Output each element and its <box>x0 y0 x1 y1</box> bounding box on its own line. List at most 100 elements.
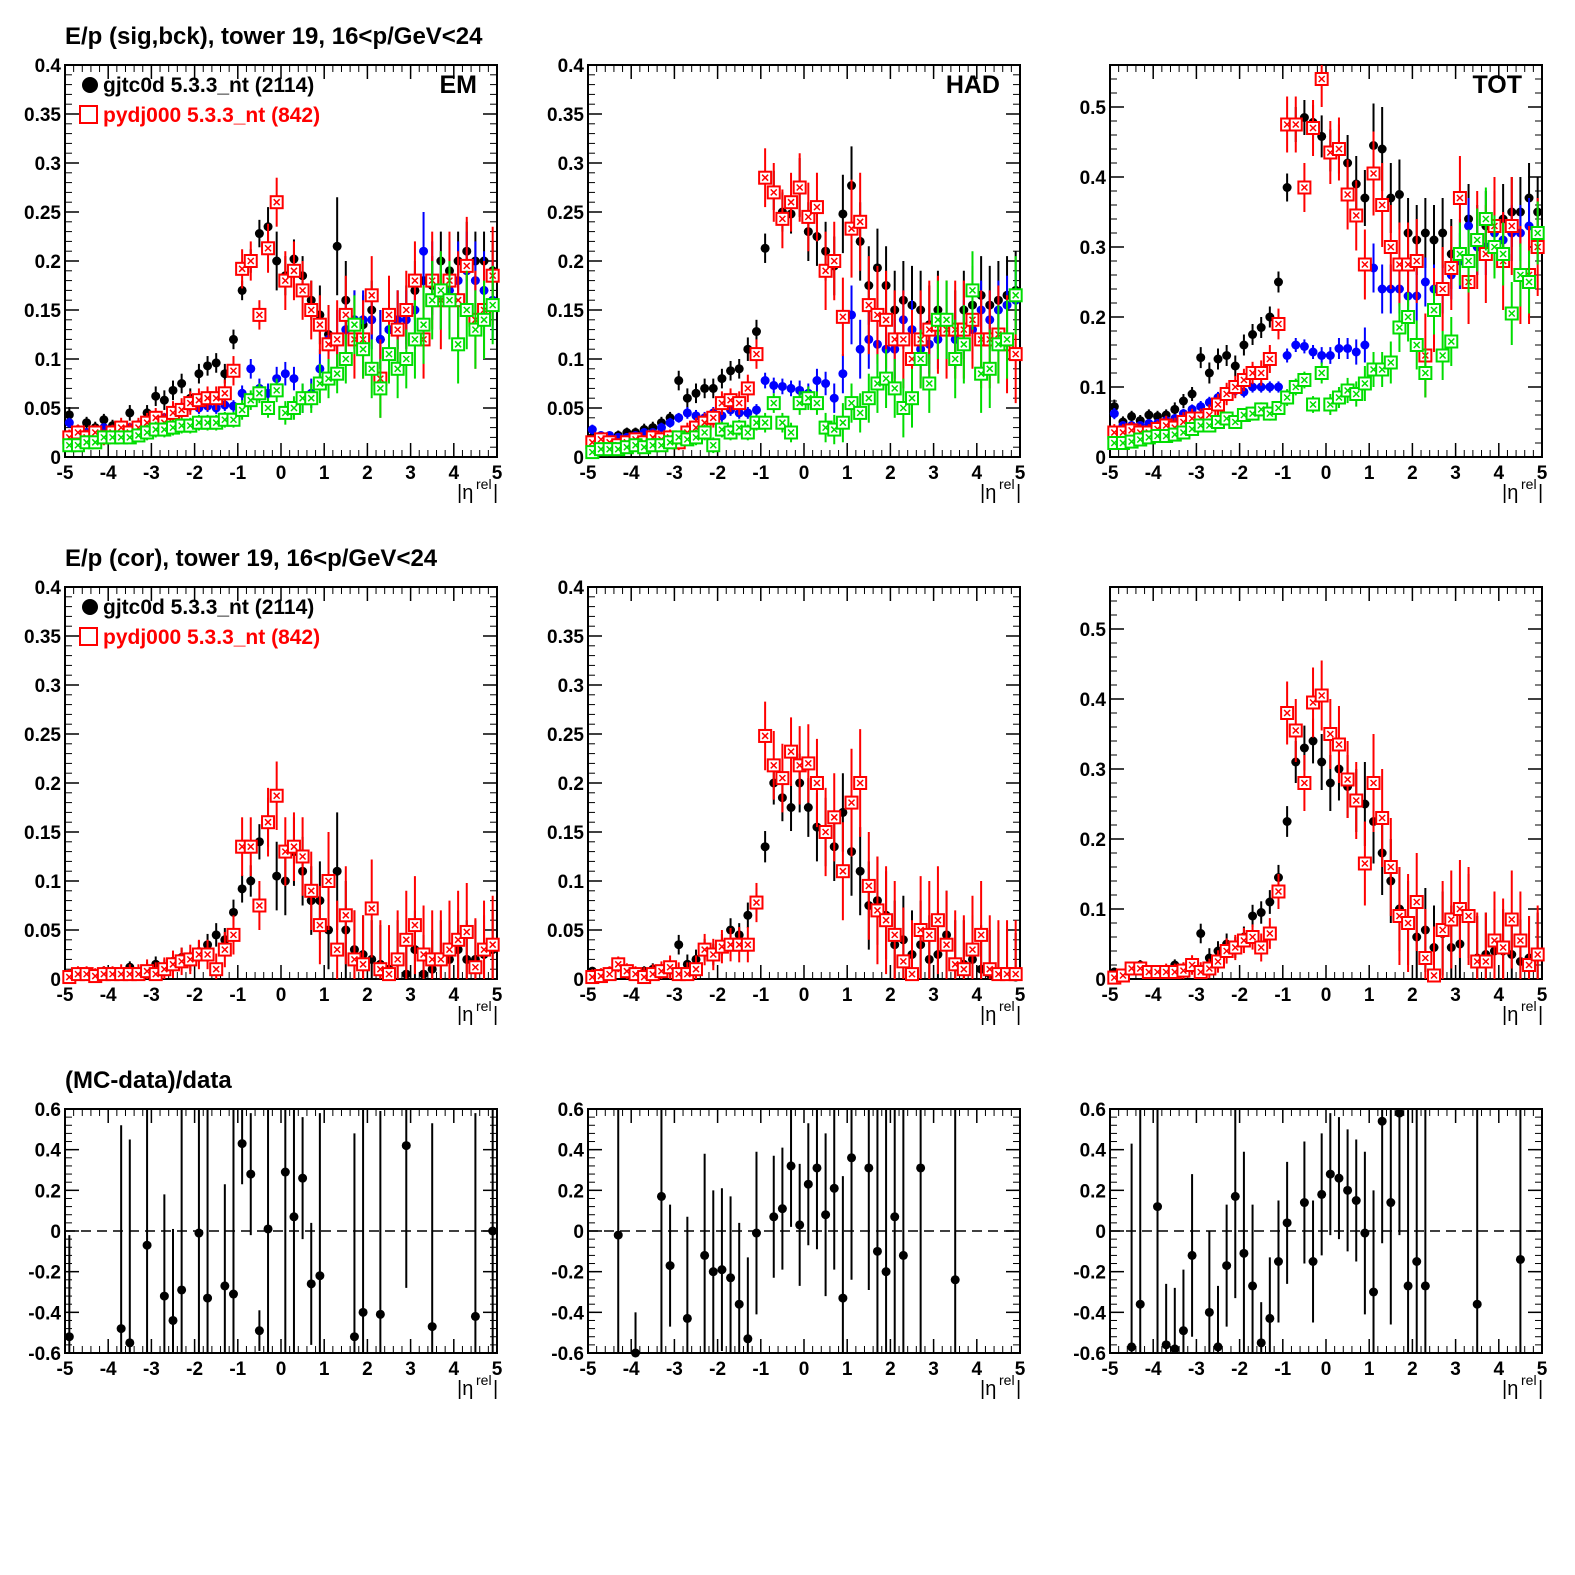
data-point-cross <box>1188 961 1196 969</box>
data-point-cross <box>264 818 272 826</box>
data-point <box>254 1326 264 1336</box>
chart-panel-sig-tot: -5 -4 -3 -2 -1 0 1 2 3 4 5 0 0.1 0.2 0.3 0.4 0.5 |η rel | TO… <box>1080 64 1548 504</box>
x-axis-label: |η <box>457 482 473 504</box>
data-point <box>228 907 238 917</box>
data-point-cross <box>489 301 497 309</box>
data-point-cross <box>1266 929 1274 938</box>
x-tick-label: 3 <box>928 985 939 1006</box>
data-point <box>1282 183 1292 192</box>
data-point-cross <box>350 321 358 329</box>
x-tick-label: -3 <box>1188 985 1205 1006</box>
data-point-cross <box>1378 814 1386 822</box>
y-tick-label: 0.05 <box>24 921 61 942</box>
data-point <box>1178 396 1188 406</box>
y-tick-label: 0 <box>50 448 61 469</box>
series-mc <box>585 701 1023 985</box>
y-tick-label: 0.1 <box>1080 378 1107 399</box>
x-tick-label: 2 <box>362 1359 373 1380</box>
data-point-cross <box>1499 943 1507 952</box>
y-tick-label: 0.4 <box>35 56 62 77</box>
data-point-cross <box>333 370 341 378</box>
data-point-cross <box>735 399 743 407</box>
data-point-cross <box>1482 957 1490 966</box>
data-point <box>674 376 684 386</box>
data-point <box>194 1228 204 1238</box>
data-point-cross <box>770 399 778 407</box>
x-tick-label: 1 <box>842 463 853 484</box>
x-tick-label: -4 <box>100 463 117 484</box>
y-tick-label: 0.4 <box>558 1141 585 1162</box>
y-tick-label: 0.15 <box>24 823 61 844</box>
data-point-cross <box>1318 369 1326 377</box>
data-point <box>237 1139 247 1149</box>
data-point-cross <box>273 792 281 800</box>
data-point-cross <box>1300 183 1308 192</box>
y-tick-label: 0.25 <box>547 725 584 746</box>
data-point-cross <box>1361 859 1369 868</box>
data-point <box>1429 235 1439 245</box>
x-axis-label-close: | <box>1538 482 1543 504</box>
data-point <box>700 1250 710 1260</box>
x-tick-label: -3 <box>143 463 160 484</box>
x-tick-label: -4 <box>1145 985 1162 1006</box>
data-point <box>1282 351 1292 360</box>
data-point-cross <box>1534 229 1542 237</box>
data-point <box>1256 382 1266 392</box>
legend-mc-label: pydj000 5.3.3_nt (842) <box>103 104 320 127</box>
data-point-cross <box>1318 75 1326 83</box>
data-point-cross <box>229 367 238 375</box>
data-point <box>803 1179 813 1189</box>
data-point-cross <box>1257 369 1265 377</box>
y-tick-label: 0.6 <box>1080 1100 1106 1121</box>
data-point-cross <box>1508 309 1516 318</box>
data-point-cross <box>1413 257 1421 265</box>
y-tick-label: 0.3 <box>35 676 61 697</box>
data-point <box>726 1273 736 1283</box>
y-tick-label: -0.6 <box>28 1344 61 1365</box>
data-point <box>177 1285 187 1295</box>
data-point-cross <box>1283 709 1291 717</box>
data-point <box>1351 347 1361 357</box>
data-point-cross <box>1456 194 1464 202</box>
data-point <box>298 1173 308 1183</box>
data-point-cross <box>865 301 873 309</box>
data-point <box>751 405 761 415</box>
data-point <box>760 376 770 386</box>
data-point <box>1325 778 1335 788</box>
legend-data-marker <box>82 77 98 93</box>
data-point-cross <box>709 414 717 422</box>
data-point <box>682 393 692 403</box>
x-tick-label: -2 <box>709 1359 726 1380</box>
data-point <box>682 1313 692 1323</box>
data-point-cross <box>968 946 977 954</box>
x-axis-label-sup: rel <box>999 476 1015 492</box>
data-point <box>812 1163 822 1173</box>
data-point-cross <box>437 286 445 294</box>
data-point <box>1213 1342 1223 1352</box>
data-point-cross <box>908 394 916 402</box>
data-point-cross <box>445 946 454 954</box>
x-tick-label: -5 <box>57 463 74 484</box>
data-point-cross <box>1508 222 1516 230</box>
data-point-cross <box>1447 915 1455 924</box>
y-tick-label: 0.2 <box>35 252 61 273</box>
data-point <box>1420 228 1430 238</box>
data-point-cross <box>873 906 881 914</box>
data-point <box>1256 908 1266 917</box>
x-tick-label: -1 <box>1274 1359 1291 1380</box>
data-point <box>1187 389 1197 399</box>
data-point-cross <box>761 174 769 182</box>
data-point <box>1377 284 1387 294</box>
y-tick-label: -0.6 <box>1073 1344 1106 1365</box>
y-tick-label: 0.6 <box>558 1100 584 1121</box>
data-point-cross <box>1456 905 1464 913</box>
data-point-cross <box>394 365 402 373</box>
data-point-cross <box>1499 250 1507 258</box>
data-point <box>1299 341 1309 351</box>
data-point-cross <box>882 375 890 383</box>
data-point <box>1213 354 1223 364</box>
data-point-cross <box>865 394 873 402</box>
x-tick-label: 0 <box>1321 1359 1332 1380</box>
data-point-cross <box>307 887 315 895</box>
y-tick-label: 0 <box>1095 970 1106 991</box>
